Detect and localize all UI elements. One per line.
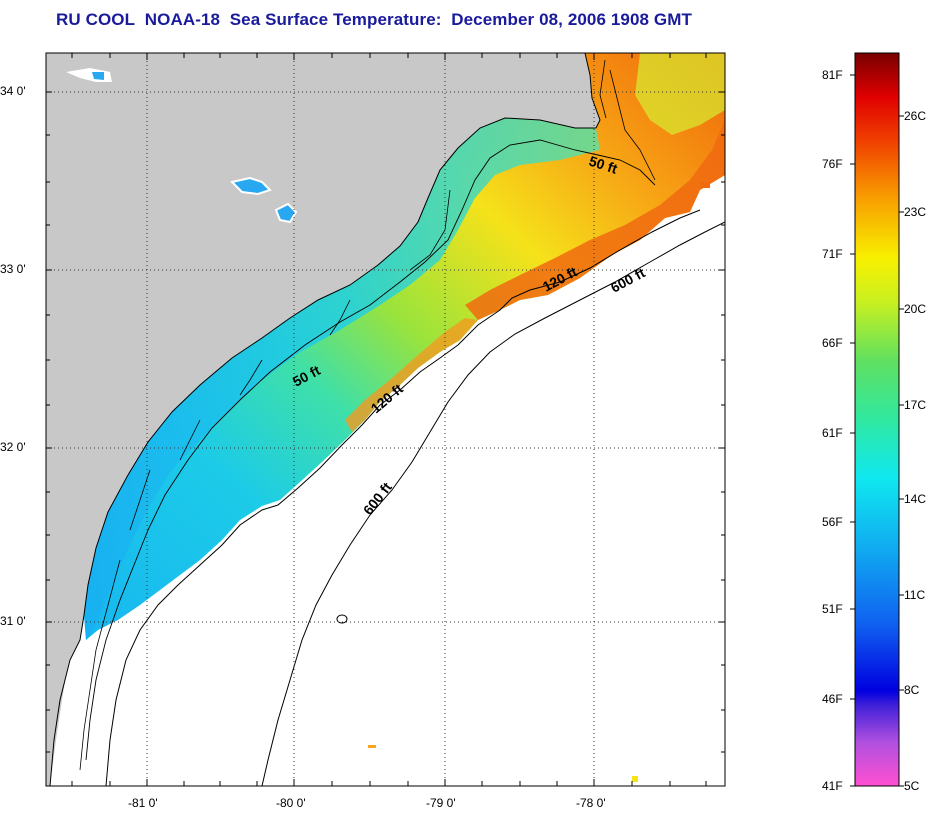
cb-f-56: 56F <box>822 515 843 529</box>
inland-lake-moultrie <box>274 202 298 224</box>
title-date: December 08, 2006 1908 GMT <box>451 10 692 29</box>
isobath-600ft <box>261 221 725 786</box>
cb-c-17: 17C <box>904 398 927 412</box>
lat-label-31: 31 0' <box>0 614 26 628</box>
isobath-seamount <box>336 614 348 624</box>
warm-band-south <box>345 318 478 432</box>
north-warm-patch <box>635 53 725 135</box>
cb-c-20: 20C <box>904 302 927 316</box>
cb-f-81: 81F <box>822 68 843 82</box>
axis-ticks <box>46 53 725 786</box>
isobath-120ft <box>105 209 701 786</box>
lat-label-32: 32 0' <box>0 440 26 454</box>
map-border <box>45 52 726 787</box>
title-org: RU COOL <box>56 10 136 29</box>
coastline <box>49 53 601 786</box>
warm-shelf-band <box>465 120 725 320</box>
cb-c-5: 5C <box>904 779 920 793</box>
chart-title: RU COOL NOAA-18 Sea Surface Temperature:… <box>56 10 692 30</box>
cb-c-23: 23C <box>904 205 927 219</box>
colorbar-border <box>854 52 900 787</box>
lon-label-80: -80 0' <box>276 796 306 810</box>
isobath-50ft <box>85 139 656 761</box>
cb-f-66: 66F <box>822 336 843 350</box>
cb-f-76: 76F <box>822 157 843 171</box>
title-satellite: NOAA-18 <box>144 10 221 29</box>
colorbar-ticks <box>850 74 904 787</box>
speckle-2 <box>632 776 638 782</box>
title-product: Sea Surface Temperature: <box>229 10 442 29</box>
lat-label-34: 34 0' <box>0 84 26 98</box>
inland-lake-north-water <box>92 72 104 80</box>
land-area <box>46 53 600 786</box>
lon-label-78: -78 0' <box>576 796 606 810</box>
cb-f-61: 61F <box>822 426 843 440</box>
cb-c-8: 8C <box>904 683 920 697</box>
cb-f-41: 41F <box>822 779 843 793</box>
lon-label-79: -79 0' <box>426 796 456 810</box>
estuary-lines <box>79 59 656 771</box>
inland-lake-marion <box>230 176 272 196</box>
colorbar <box>855 53 899 786</box>
cb-f-51: 51F <box>822 602 843 616</box>
cb-c-14: 14C <box>904 492 927 506</box>
cb-f-71: 71F <box>822 247 843 261</box>
lat-label-33: 33 0' <box>0 262 26 276</box>
lon-label-81: -81 0' <box>128 796 158 810</box>
sst-field <box>84 53 725 640</box>
speckle-1 <box>368 745 376 748</box>
speckle-3 <box>700 182 710 188</box>
cb-c-11: 11C <box>904 588 926 602</box>
cb-f-46: 46F <box>822 692 843 706</box>
cb-c-26: 26C <box>904 109 927 123</box>
